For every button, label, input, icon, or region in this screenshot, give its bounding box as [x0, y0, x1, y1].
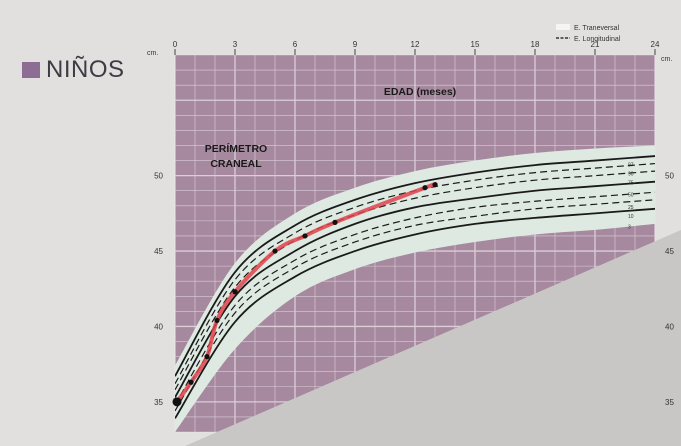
child-measurement-point: [302, 233, 308, 239]
percentile-curve-10: [175, 199, 655, 412]
legend-label-dashed: E. Longitudinal: [574, 36, 621, 43]
child-measurement-point: [422, 185, 428, 191]
legend-band-swatch: [556, 24, 570, 30]
percentile-curves: [175, 155, 655, 419]
x-tick-label: 3: [233, 40, 238, 49]
legend-label-band: E. Traneversal: [574, 25, 620, 32]
brand-swatch: [22, 62, 40, 78]
x-tick-label: 9: [353, 40, 358, 49]
y-tick-label-left: 40: [154, 322, 163, 331]
y-tick-label-right: 35: [665, 398, 674, 407]
child-measurement-point: [232, 289, 238, 295]
percentile-curve-3: [175, 207, 655, 419]
y-unit-label-right: cm.: [661, 56, 672, 63]
chart-title-line2: CRANEAL: [210, 158, 262, 170]
x-tick-label: 18: [531, 40, 540, 49]
child-measurement-point: [172, 397, 182, 407]
child-measurement-point: [188, 379, 194, 385]
x-tick-label: 12: [411, 40, 420, 49]
percentile-curve-50: [175, 180, 655, 398]
x-tick-label: 24: [651, 40, 660, 49]
percentile-curve-90: [175, 162, 655, 385]
percentile-label-50: 50: [628, 193, 634, 199]
x-axis-title: EDAD (meses): [384, 86, 456, 98]
percentile-curve-97: [175, 155, 655, 377]
y-tick-label-right: 50: [665, 172, 674, 181]
chart-title-line1: PERÍMETRO: [205, 142, 267, 155]
x-tick-label: 0: [173, 40, 178, 49]
percentile-label-3: 3: [628, 224, 631, 230]
y-tick-label-left: 50: [154, 172, 163, 181]
brand-text: NIÑOS: [46, 56, 125, 83]
x-tick-label: 6: [293, 40, 298, 49]
percentile-label-97: 97: [628, 163, 634, 169]
child-measurement-point: [432, 182, 438, 188]
y-tick-label-right: 40: [665, 322, 674, 331]
y-tick-label-left: 35: [154, 398, 163, 407]
child-measurement-line: [175, 182, 438, 404]
y-unit-label-left: cm.: [147, 50, 158, 57]
percentile-curve-75: [175, 170, 655, 391]
percentile-label-25: 25: [628, 205, 634, 211]
child-measurement-point: [214, 317, 220, 324]
percentile-label-10: 10: [628, 214, 634, 220]
x-tick-label: 15: [471, 40, 480, 49]
y-tick-label-right: 45: [665, 247, 674, 256]
brand-label: NIÑOS: [22, 56, 125, 84]
y-tick-label-left: 45: [154, 247, 163, 256]
percentile-label-75: 75: [628, 181, 634, 187]
child-measurement-point: [272, 248, 278, 254]
lower-wedge: [185, 230, 681, 446]
child-measurement-points: [172, 182, 438, 407]
percentile-curve-25: [175, 191, 655, 406]
child-measurement-point: [204, 354, 210, 360]
child-measurement-point: [332, 219, 338, 225]
percentile-label-90: 90: [628, 172, 634, 178]
x-tick-label: 21: [591, 40, 600, 49]
